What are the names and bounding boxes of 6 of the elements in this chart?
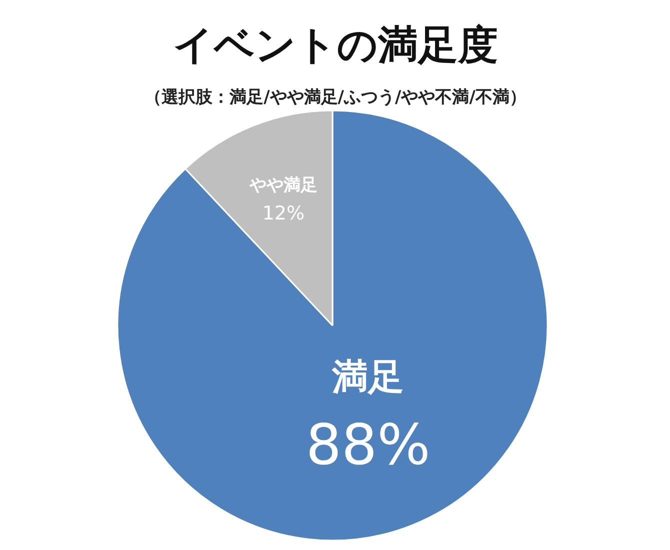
chart-subtitle: （選択肢：満足/やや満足/ふつう/やや不満/不満） [144, 88, 526, 108]
slice-label: 満足 [331, 356, 404, 398]
data-label: 12% [262, 202, 305, 225]
data-label: 88% [306, 412, 430, 478]
chart-title: イベントの満足度 [173, 22, 498, 68]
slice-label: やや満足 [248, 176, 318, 196]
